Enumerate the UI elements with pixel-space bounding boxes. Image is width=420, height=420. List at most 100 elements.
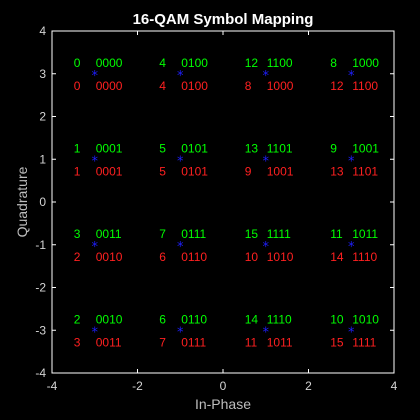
binary-symbol-index: 12	[330, 79, 344, 93]
y-tick-label: -3	[35, 323, 46, 337]
binary-symbol-bits: 0011	[96, 335, 122, 349]
binary-symbol-index: 13	[330, 164, 344, 178]
symbol-marker: *	[348, 240, 355, 255]
symbol-marker: *	[263, 69, 270, 84]
binary-symbol-index: 9	[245, 164, 252, 178]
symbol-marker: *	[177, 69, 184, 84]
gray-symbol-bits: 0001	[96, 141, 123, 155]
x-tick-label: 4	[391, 379, 398, 393]
y-tick-label: 1	[39, 152, 46, 166]
gray-symbol-index: 1	[74, 141, 81, 155]
binary-symbol-bits: 1011	[267, 335, 293, 349]
binary-symbol-bits: 1111	[352, 335, 376, 349]
y-tick-label: -2	[35, 281, 46, 295]
gray-symbol-bits: 0100	[181, 56, 208, 70]
symbol-marker: *	[348, 325, 355, 340]
gray-symbol-index: 5	[159, 141, 166, 155]
symbol-marker: *	[348, 154, 355, 169]
gray-symbol-index: 6	[159, 312, 166, 326]
gray-symbol-bits: 0110	[181, 312, 207, 326]
binary-symbol-bits: 0000	[96, 79, 123, 93]
gray-symbol-index: 0	[74, 56, 81, 70]
gray-symbol-index: 12	[245, 56, 259, 70]
gray-symbol-index: 9	[330, 141, 337, 155]
gray-symbol-bits: 1010	[352, 312, 379, 326]
binary-symbol-bits: 1101	[352, 164, 378, 178]
y-tick-label: -4	[35, 366, 46, 380]
binary-symbol-index: 4	[159, 79, 166, 93]
gray-symbol-bits: 1101	[267, 141, 293, 155]
x-tick-label: 2	[305, 379, 312, 393]
symbol-marker: *	[263, 154, 270, 169]
gray-symbol-index: 4	[159, 56, 166, 70]
y-tick-label: -1	[35, 238, 46, 252]
gray-symbol-index: 3	[74, 227, 81, 241]
binary-symbol-bits: 1010	[267, 250, 294, 264]
gray-symbol-bits: 0101	[181, 141, 208, 155]
binary-symbol-index: 6	[159, 250, 166, 264]
binary-symbol-index: 3	[74, 335, 81, 349]
symbol-marker: *	[177, 325, 184, 340]
gray-symbol-bits: 0010	[96, 312, 123, 326]
binary-symbol-index: 7	[159, 335, 166, 349]
binary-symbol-bits: 0001	[96, 164, 123, 178]
gray-symbol-index: 14	[245, 312, 259, 326]
gray-symbol-bits: 1000	[352, 56, 379, 70]
symbol-marker: *	[92, 325, 99, 340]
binary-symbol-index: 11	[245, 335, 258, 349]
gray-symbol-index: 8	[330, 56, 337, 70]
binary-symbol-bits: 0010	[96, 250, 123, 264]
symbol-marker: *	[177, 240, 184, 255]
gray-symbol-bits: 1100	[267, 56, 293, 70]
binary-symbol-bits: 0100	[181, 79, 208, 93]
gray-symbol-bits: 1011	[352, 227, 378, 241]
gray-symbol-bits: 0111	[181, 227, 206, 241]
symbol-markers: * * * * * * * * * * * * * * * *	[92, 69, 356, 341]
binary-symbol-bits: 1001	[267, 164, 294, 178]
binary-symbol-index: 8	[245, 79, 252, 93]
binary-symbol-index: 1	[74, 164, 81, 178]
binary-symbol-index: 2	[74, 250, 81, 264]
gray-symbol-index: 2	[74, 312, 81, 326]
binary-symbol-bits: 0111	[181, 335, 206, 349]
y-tick-label: 0	[39, 195, 46, 209]
gray-symbol-bits: 0011	[96, 227, 122, 241]
binary-symbol-bits: 0101	[181, 164, 208, 178]
binary-symbol-index: 10	[245, 250, 259, 264]
gray-symbol-bits: 0000	[96, 56, 123, 70]
gray-symbol-index: 11	[330, 227, 343, 241]
gray-symbol-bits: 1110	[267, 312, 292, 326]
gray-symbol-bits: 1111	[267, 227, 291, 241]
binary-symbol-bits: 1100	[352, 79, 378, 93]
binary-symbol-index: 14	[330, 250, 344, 264]
gray-symbol-index: 13	[245, 141, 259, 155]
symbol-marker: *	[92, 69, 99, 84]
gray-symbol-index: 7	[159, 227, 166, 241]
binary-symbol-bits: 1110	[352, 250, 377, 264]
gray-symbol-index: 15	[245, 227, 259, 241]
x-tick-label: -2	[132, 379, 143, 393]
y-tick-label: 2	[39, 110, 46, 124]
y-tick-label: 3	[39, 67, 46, 81]
x-tick-label: 0	[220, 379, 227, 393]
binary-symbol-index: 0	[74, 79, 81, 93]
symbol-marker: *	[92, 154, 99, 169]
symbol-marker: *	[177, 154, 184, 169]
binary-symbol-index: 5	[159, 164, 166, 178]
symbol-marker: *	[92, 240, 99, 255]
x-tick-label: -4	[47, 379, 58, 393]
binary-symbol-bits: 0110	[181, 250, 207, 264]
x-axis-label: In-Phase	[195, 396, 251, 412]
symbol-marker: *	[348, 69, 355, 84]
binary-symbol-bits: 1000	[267, 79, 294, 93]
y-tick-label: 4	[39, 24, 46, 38]
gray-symbol-index: 10	[330, 312, 344, 326]
symbol-marker: *	[263, 240, 270, 255]
binary-symbol-index: 15	[330, 335, 344, 349]
y-axis-label: Quadrature	[14, 166, 30, 237]
chart-title: 16-QAM Symbol Mapping	[133, 11, 314, 28]
